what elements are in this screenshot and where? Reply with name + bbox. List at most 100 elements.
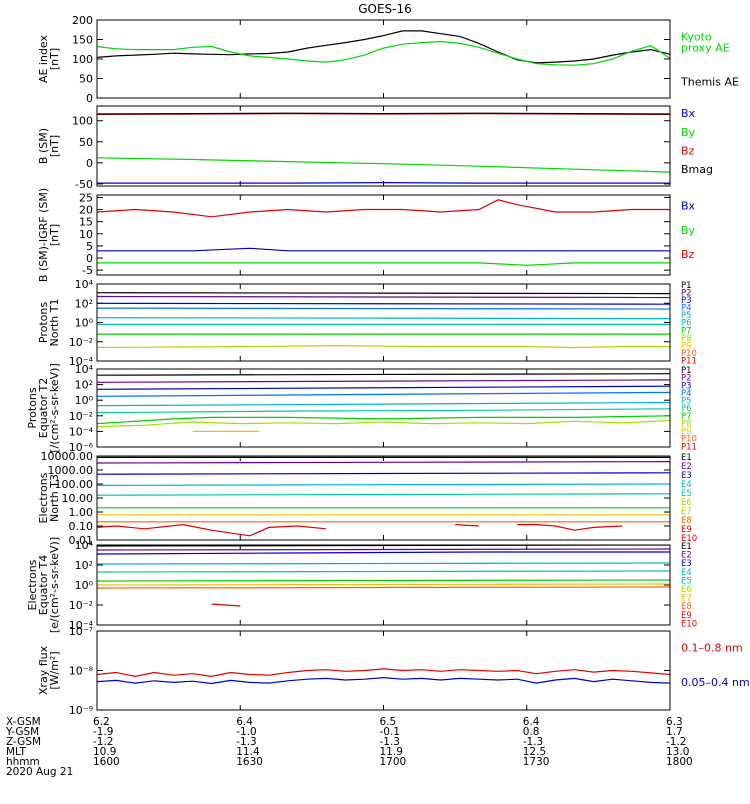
legend-entry: E9 [681,525,692,535]
chart-title: GOES-16 [358,2,412,16]
series-group [97,30,670,66]
panel-xray-flux: 10⁻⁹ 10⁻⁸ 10⁻⁷ Xray flux[W/m²] 0.1–0.8 nm 0.0… [37,625,750,717]
x-tick-label: -1.3 [523,736,544,748]
y-tick-label: 0 [86,92,93,105]
legend-entry: proxy AE [681,41,730,54]
series-b-sm-igrf-bz [97,199,670,218]
panel-frame [96,368,671,448]
y-axis-label: B (SM) [37,128,50,164]
series-group [97,456,670,537]
legend-entry: Kyoto [681,30,712,43]
y-axis-label: Protons [37,302,50,343]
legend-entry: E10 [681,619,697,629]
x-axis-row-label: Y-GSM [5,726,39,738]
y-axis-label: B (SM)-IGRF (SM) [37,188,50,282]
series-electrons-north-t3-e2 [97,461,670,464]
legend-entry: E7 [681,594,692,604]
series-protons-equator-t2-p5 [97,401,670,407]
panel-frame [96,19,671,99]
legend-entry: E7 [681,507,692,517]
x-axis-row-label: X-GSM [6,716,41,728]
legend-entry: P2 [681,374,692,384]
x-tick-label: 6.2 [93,716,110,728]
series-electrons-north-t3-e9a [97,523,327,537]
series-group [97,545,670,607]
x-tick-label: 0.8 [523,726,540,738]
x-tick-label: -1.9 [93,726,114,738]
y-tick-label: 0.01 [69,534,94,547]
legend-entry: Bx [681,107,696,120]
series-electrons-north-t3-e9b [455,524,480,527]
series-protons-north-t1-p8 [97,344,670,349]
legend-entry: P4 [681,389,692,399]
series-electrons-equator-t4-e6 [97,579,670,582]
legend-entry: P1 [681,281,692,291]
y-axis-label: Electrons [26,559,39,610]
legend-entry: P8 [681,334,692,344]
legend-entry: P5 [681,397,692,407]
series-ae-index-kyoto-proxy-ae [97,40,670,66]
series-protons-equator-t2-p2 [97,379,670,383]
panel-frame [96,544,671,626]
y-tick-label: 10⁻⁴ [69,425,94,438]
legend-entry: 0.1–0.8 nm [681,642,743,655]
series-ae-index-themis-ae [97,30,670,64]
y-axis-label: [/(cm²-s-sr-keV)] [48,363,61,453]
y-tick-label: 10⁻⁷ [69,625,93,638]
series-protons-north-t1-p1 [97,292,670,295]
x-tick-label: 12.5 [523,746,546,758]
series-protons-north-t1-p3 [97,302,670,305]
series-group [97,292,670,349]
legend-entry: E3 [681,471,692,481]
series-electrons-north-t3-e3 [97,472,670,475]
series-group [97,199,670,266]
y-tick-label: 150 [72,34,93,47]
series-xray-flux-0-05-0-4-nm [97,676,670,685]
legend-entry: E2 [681,462,692,472]
legend-entry: E3 [681,559,692,569]
legend-entry: P6 [681,404,692,414]
x-tick-label: -1.2 [666,736,687,748]
x-tick-label: -1.0 [236,726,257,738]
legend-entry: Bz [681,144,695,157]
y-tick-label: 10² [75,379,93,392]
panel-frame [96,194,671,276]
legend: Bx By Bz [681,200,696,261]
legend-entry: By [681,224,696,237]
panel-frame [96,283,671,362]
y-tick-label: 5 [86,240,93,253]
y-tick-label: 10⁻⁶ [69,441,94,454]
series-protons-equator-t2-p6 [97,408,670,414]
y-tick-label: 0 [86,157,93,170]
y-tick-label: 1.00 [69,506,94,519]
legend-entry: P11 [681,442,697,452]
legend-entry: E2 [681,551,692,561]
x-tick-label: 13.0 [666,746,689,758]
legend-entry: Bz [681,248,695,261]
x-tick-label: 11.4 [236,746,260,758]
y-axis-label: AE index [37,34,50,83]
legend-entry: By [681,126,696,139]
legend-entry: E8 [681,602,692,612]
y-axis-label: North T3 [48,474,61,522]
y-tick-label: -50 [75,178,93,191]
series-group [97,112,670,184]
legend-entry: P7 [681,412,692,422]
legend-entry: Bmag [681,163,713,176]
legend-entry: P6 [681,319,692,329]
x-tick-label: 10.9 [93,746,116,758]
y-axis-label: Xray flux [37,645,50,695]
y-tick-label: 10⁴ [75,278,94,291]
legend-entry: E5 [681,489,692,499]
series-electrons-equator-t4-e2 [97,548,670,551]
y-tick-label: 100.00 [55,478,94,491]
panel-frame [96,630,671,711]
y-tick-label: -5 [82,264,93,277]
legend-entry: P10 [681,349,697,359]
y-tick-label: 15 [79,216,93,229]
x-tick-label: -1.3 [236,736,257,748]
